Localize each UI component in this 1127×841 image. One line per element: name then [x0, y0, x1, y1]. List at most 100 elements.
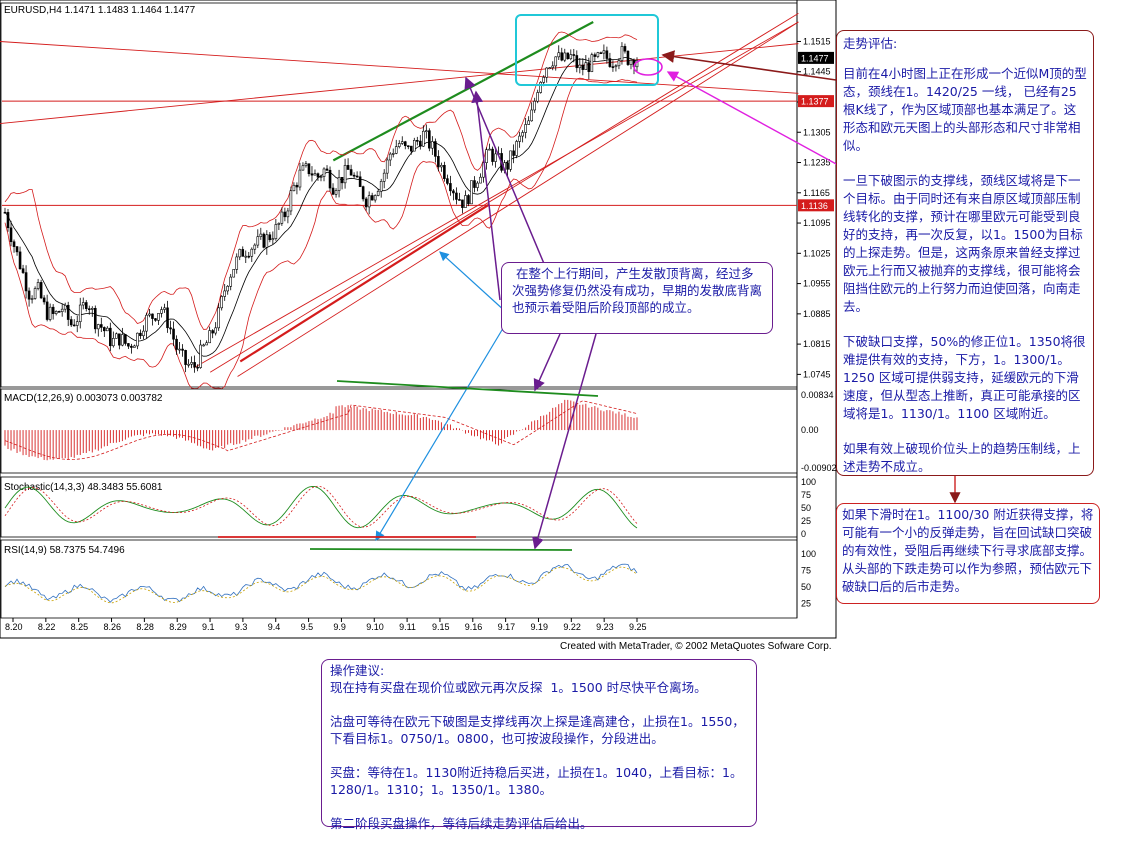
candle-body: [431, 141, 434, 149]
time-tick-label: 9.17: [498, 622, 516, 632]
candle-body: [286, 210, 290, 218]
candle-body: [121, 334, 124, 346]
candle-body: [33, 288, 37, 299]
assessment-pointer: [661, 50, 837, 81]
divergence-arrow-rsi: [532, 333, 597, 550]
macd-divergence-line: [336, 380, 599, 397]
candle-body: [211, 330, 214, 334]
candle-body: [530, 109, 533, 122]
macd-signal-line: [4, 400, 638, 460]
candle-body: [154, 318, 157, 321]
current-price-circle: [633, 58, 663, 76]
candle-body: [608, 58, 612, 67]
candle-body: [452, 190, 455, 194]
candle-body: [437, 156, 440, 168]
candle-body: [226, 285, 230, 292]
candle-body: [130, 345, 133, 348]
candle-body: [112, 338, 115, 347]
candle-body: [205, 342, 208, 346]
price-tick-label: 1.0745: [803, 369, 831, 379]
candle-body: [157, 313, 160, 321]
candle-body: [400, 141, 404, 144]
assessment-paragraph: 下破缺口支撑，50%的修正位1。1350将很难提供有效的支持，下方，1。1300…: [843, 334, 1086, 421]
candle-body: [403, 141, 407, 147]
candle-body: [69, 319, 73, 326]
candle-body: [253, 244, 257, 250]
stochastic-lines: [4, 485, 638, 529]
candle-body: [96, 324, 100, 330]
metatrader-credit: Created with MetaTrader, © 2002 MetaQuot…: [560, 641, 832, 652]
price-tick-label: 1.1025: [803, 248, 831, 258]
candle-body: [178, 348, 181, 351]
candle-body: [151, 313, 154, 319]
stochastic-signal-line: [4, 485, 638, 528]
candle-body: [527, 120, 530, 125]
rsi-axis-ticks: 100 75 50 25: [801, 549, 816, 609]
candle-body: [84, 302, 88, 309]
candle-body: [542, 77, 546, 83]
candle-body: [166, 307, 169, 329]
rsi-tick-label: 25: [801, 599, 811, 609]
candle-body: [316, 173, 320, 178]
time-tick-label: 9.5: [301, 622, 314, 632]
candle-body: [235, 256, 239, 270]
bollinger-lower: [4, 77, 638, 390]
candle-body: [66, 304, 70, 320]
candle-body: [599, 52, 603, 54]
price-tick-label: 1.0885: [803, 309, 831, 319]
candle-body: [169, 327, 172, 330]
price-tag-box: [798, 51, 834, 64]
rsi-tick-label: 50: [801, 582, 811, 592]
candle-body: [307, 163, 311, 175]
candle-body: [343, 165, 347, 184]
candle-body: [464, 195, 467, 208]
candle-body: [193, 362, 196, 368]
time-tick-label: 9.11: [399, 622, 416, 632]
candle-body: [277, 223, 281, 225]
candle-body: [551, 65, 555, 68]
candle-body: [479, 176, 482, 184]
candle-body: [626, 50, 630, 65]
price-tick-label: 1.0815: [803, 339, 831, 349]
candle-body: [422, 130, 425, 147]
candle-body: [6, 212, 10, 229]
annotation-arrows: [218, 14, 961, 551]
candle-body: [467, 195, 470, 205]
time-axis-ticks: 8.20 8.22 8.25 8.26 8.28 8.29 9.1 9.3 9.4 9.5 9.9 9…: [5, 618, 647, 632]
candle-body: [24, 272, 28, 292]
candle-body: [247, 255, 251, 258]
bollinger-upper: [4, 31, 638, 330]
rebound-scenario-note: 如果下滑时在1。1100/30 附近获得支撑，将可能有一个小的反弹走势，旨在回试…: [836, 503, 1100, 604]
candle-body: [575, 55, 579, 69]
candle-body: [533, 100, 536, 111]
candle-body: [15, 246, 19, 253]
candle-body: [238, 249, 242, 258]
trading-advice-note: 操作建议: 现在持有买盘在现价位或欧元再次反探 1。1500 时尽快平仓离场。 …: [321, 659, 757, 831]
candle-body: [473, 180, 476, 188]
time-tick-label: 9.16: [465, 622, 483, 632]
candle-body: [118, 333, 121, 346]
candle-body: [190, 362, 193, 365]
candle-body: [629, 59, 633, 65]
support-line: [193, 21, 799, 369]
candle-body: [509, 150, 512, 170]
candle-body: [358, 176, 362, 187]
support-line-arrow: [439, 251, 507, 313]
rsi-main-line: [4, 563, 638, 603]
rsi-lines: [4, 563, 638, 604]
assessment-paragraph: 一旦下破图示的支撑线，颈线区域将是下一个目标。由于同时还有来自原区域顶部压制线转…: [843, 173, 1083, 314]
price-tag-box: [798, 199, 834, 212]
candle-body: [139, 332, 142, 337]
candle-body: [319, 176, 323, 178]
candle-body: [12, 241, 16, 247]
stochastic-axis-ticks: 100 75 50 25 0: [801, 477, 816, 539]
candle-body: [388, 153, 392, 161]
candle-body: [18, 251, 22, 270]
candle-body: [352, 174, 356, 177]
candle-body: [443, 164, 446, 179]
candle-body: [611, 66, 615, 68]
candle-body: [250, 248, 254, 257]
time-tick-label: 8.28: [136, 622, 154, 632]
candle-body: [566, 52, 570, 60]
candle-body: [617, 60, 621, 67]
